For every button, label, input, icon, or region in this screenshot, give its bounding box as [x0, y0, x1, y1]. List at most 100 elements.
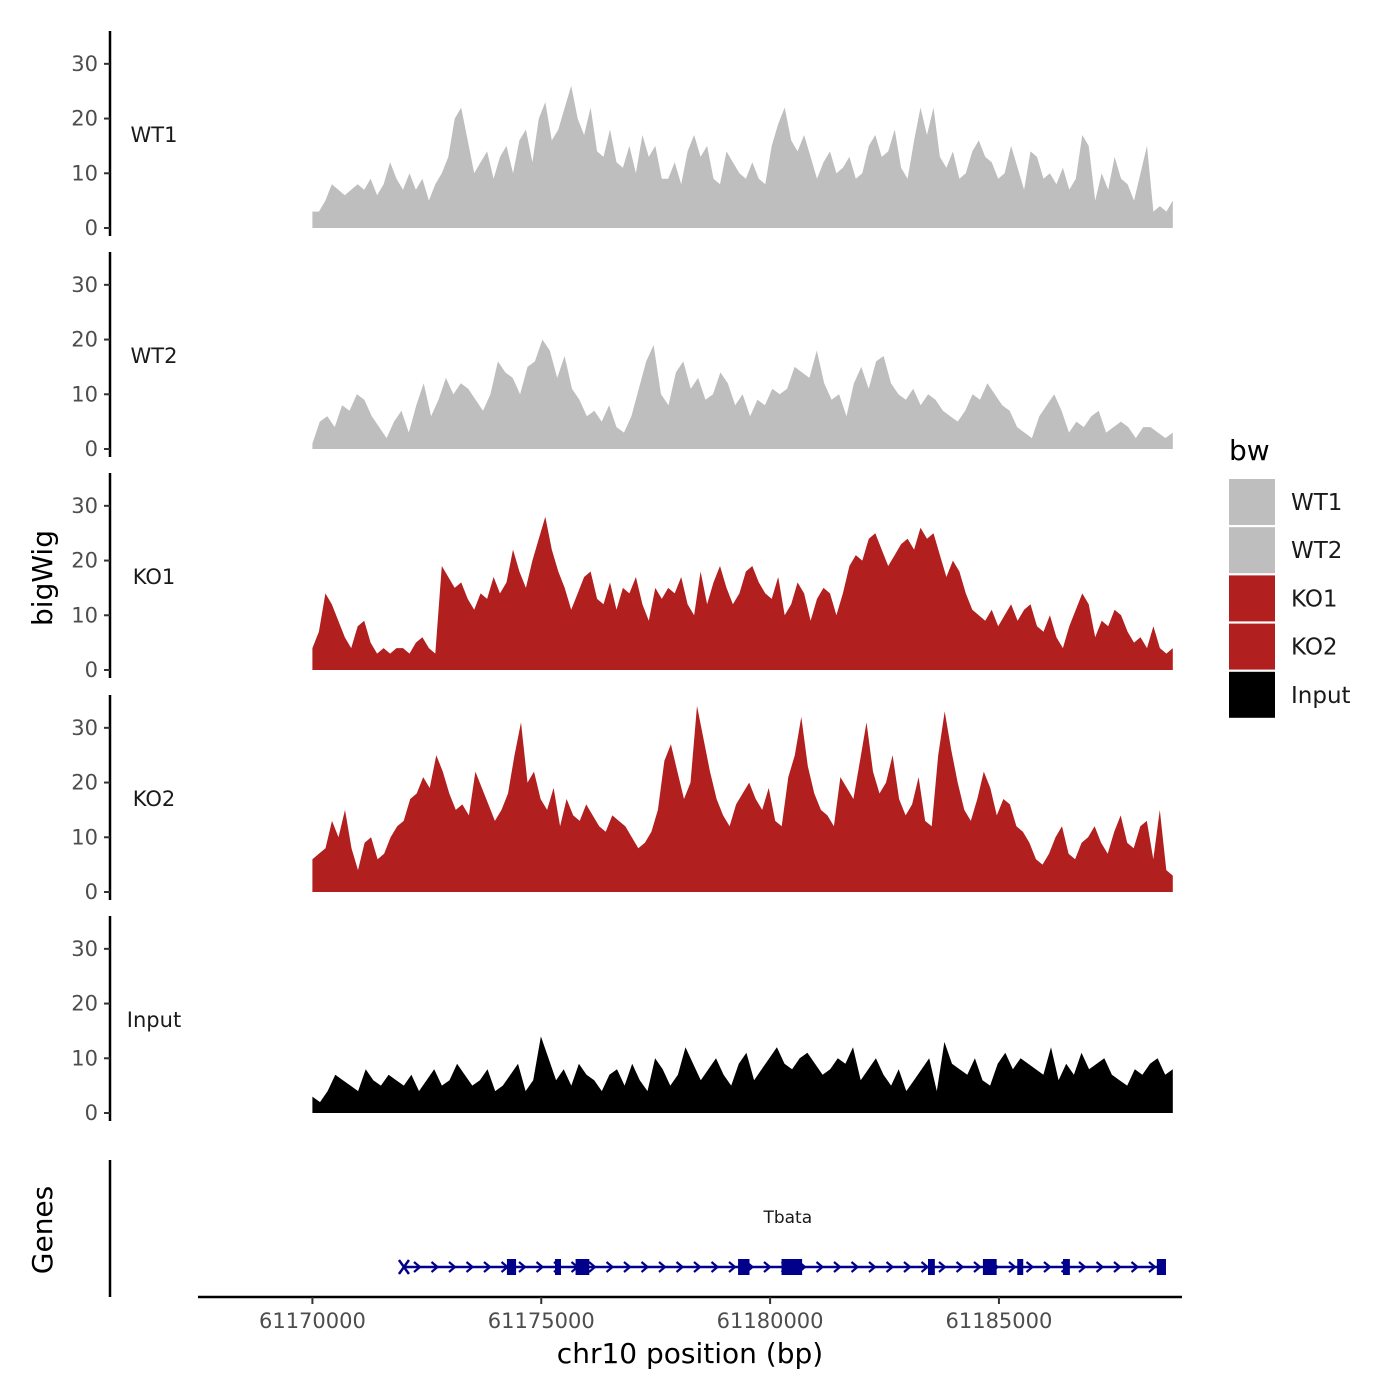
y-axis-title: bigWig — [26, 530, 59, 626]
y-tick-label: 20 — [71, 992, 98, 1016]
strand-arrow — [955, 1261, 965, 1273]
legend-label-ko1: KO1 — [1291, 586, 1338, 612]
exon-block — [1156, 1259, 1166, 1275]
y-tick-label: 0 — [85, 216, 98, 240]
y-tick-label: 10 — [71, 1046, 98, 1070]
coverage-area-wt1 — [312, 85, 1173, 228]
legend-swatch-input — [1229, 671, 1275, 718]
y-tick-label: 0 — [85, 437, 98, 461]
strand-arrow — [605, 1261, 615, 1273]
strand-arrow — [815, 1261, 825, 1273]
coverage-area-wt2 — [312, 339, 1173, 449]
y-tick-label: 30 — [71, 937, 98, 961]
strand-arrow — [920, 1261, 930, 1273]
strand-arrow — [518, 1261, 527, 1273]
x-tick-label: 61185000 — [945, 1309, 1052, 1333]
track-label: WT2 — [131, 344, 178, 368]
strand-arrow — [535, 1261, 545, 1273]
strand-arrow — [1043, 1261, 1052, 1273]
strand-arrow — [483, 1261, 492, 1273]
legend-label-wt2: WT2 — [1291, 538, 1342, 564]
strand-arrow — [465, 1261, 475, 1273]
y-tick-label: 10 — [71, 382, 98, 406]
y-tick-label: 0 — [85, 658, 98, 682]
strand-arrow — [1130, 1261, 1140, 1273]
track-ko1: 0 10 20 30 KO1 — [71, 473, 1173, 682]
strand-arrow — [710, 1261, 720, 1273]
exon-block — [982, 1259, 997, 1275]
exon-block — [738, 1259, 750, 1275]
y-tick-label: 0 — [85, 880, 98, 904]
gene-name-label: Tbata — [762, 1208, 812, 1228]
y-tick-label: 20 — [71, 549, 98, 573]
exon-block — [927, 1259, 935, 1275]
track-label: WT1 — [131, 123, 178, 147]
legend-title: bw — [1229, 434, 1270, 467]
track-label: KO1 — [133, 565, 176, 589]
track-wt1: 0 10 20 30 WT1 — [71, 31, 1173, 240]
legend-swatch-wt2 — [1229, 527, 1275, 574]
strand-arrow — [430, 1261, 440, 1273]
coverage-tracks: 0 10 20 30 WT1 0 10 20 30 WT2 0 10 20 30 KO1 0 10 20 30 KO2… — [71, 31, 1173, 1125]
strand-arrow — [658, 1261, 667, 1273]
legend-label-ko2: KO2 — [1291, 635, 1338, 661]
x-axis: 61170000 61175000 61180000 61185000 — [198, 1295, 1182, 1333]
track-wt2: 0 10 20 30 WT2 — [71, 252, 1173, 461]
x-tick-label: 61175000 — [488, 1309, 595, 1333]
strand-arrow — [1148, 1261, 1157, 1273]
strand-arrow — [623, 1261, 632, 1273]
strand-arrow — [693, 1261, 702, 1273]
strand-arrow — [1025, 1261, 1035, 1273]
coverage-area-input — [312, 1036, 1173, 1113]
x-axis-title: chr10 position (bp) — [557, 1337, 823, 1370]
strand-arrow — [850, 1261, 860, 1273]
y-tick-label: 10 — [71, 603, 98, 627]
exon-block — [1063, 1259, 1070, 1275]
exon-block — [554, 1259, 561, 1275]
track-label: KO2 — [133, 787, 176, 811]
exon-block — [575, 1259, 590, 1275]
legend-label-wt1: WT1 — [1291, 490, 1342, 516]
y-tick-label: 20 — [71, 107, 98, 131]
x-tick-label: 61170000 — [259, 1309, 366, 1333]
strand-arrow — [728, 1261, 737, 1273]
strand-arrow — [763, 1261, 772, 1273]
y-tick-label: 10 — [71, 161, 98, 185]
track-label: Input — [127, 1008, 181, 1032]
x-tick-label: 61180000 — [717, 1309, 824, 1333]
strand-arrow — [588, 1261, 597, 1273]
y-tick-label: 20 — [71, 771, 98, 795]
genes-track: Tbata — [108, 1160, 1166, 1297]
exon-block — [1017, 1259, 1024, 1275]
coverage-area-ko1 — [312, 516, 1173, 670]
strand-arrow — [448, 1261, 457, 1273]
strand-arrow — [1078, 1261, 1087, 1273]
legend-swatch-wt1 — [1229, 479, 1275, 525]
strand-arrow — [973, 1261, 982, 1273]
y-tick-label: 30 — [71, 52, 98, 76]
strand-arrow — [1113, 1261, 1122, 1273]
strand-arrow — [413, 1261, 422, 1273]
y-tick-label: 30 — [71, 494, 98, 518]
gene-start-marker — [397, 1259, 410, 1275]
strand-arrow — [675, 1261, 685, 1273]
y-tick-label: 0 — [85, 1101, 98, 1125]
strand-arrow — [885, 1261, 895, 1273]
strand-arrow — [1008, 1261, 1017, 1273]
strand-arrow — [868, 1261, 877, 1273]
strand-arrow — [640, 1261, 650, 1273]
track-input: 0 10 20 30 Input — [71, 916, 1173, 1125]
strand-arrow — [903, 1261, 912, 1273]
y-tick-label: 10 — [71, 825, 98, 849]
strand-arrow — [833, 1261, 842, 1273]
strand-arrow — [1095, 1261, 1105, 1273]
y-tick-label: 20 — [71, 328, 98, 352]
legend-swatch-ko1 — [1229, 575, 1275, 622]
legend-swatch-ko2 — [1229, 623, 1275, 670]
y-tick-label: 30 — [71, 716, 98, 740]
track-ko2: 0 10 20 30 KO2 — [71, 695, 1173, 904]
strand-arrow — [938, 1261, 947, 1273]
legend-label-input: Input — [1291, 683, 1351, 709]
legend: bw WT1 WT2 KO1 KO2 Input — [1229, 434, 1351, 718]
